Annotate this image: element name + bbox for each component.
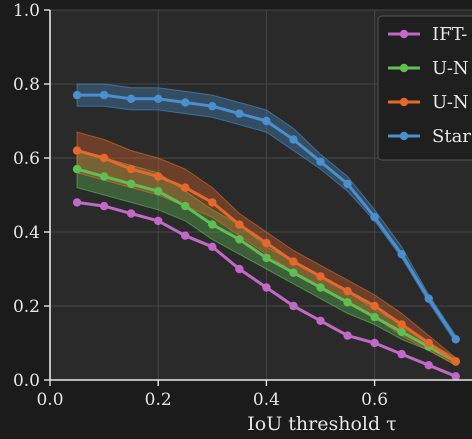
- series-2-point: [126, 164, 136, 174]
- axes: [44, 9, 472, 386]
- series-2-point: [72, 146, 82, 155]
- series-3-point: [370, 213, 379, 222]
- series-1-point: [397, 327, 406, 337]
- series-3-point: [343, 179, 352, 189]
- series-3-point: [289, 135, 298, 144]
- legend-swatch-marker: [399, 63, 409, 73]
- legend-swatch-marker: [399, 29, 409, 39]
- series-3-point: [316, 157, 325, 166]
- series-2-point: [262, 238, 271, 248]
- series-2-point: [235, 220, 244, 229]
- series-3-point: [262, 116, 271, 126]
- series-1-point: [72, 164, 82, 174]
- legend: IFT- U-N U-N Star: [377, 15, 472, 161]
- y-tick-label: 0.6: [13, 149, 40, 169]
- series-2-point: [154, 172, 163, 181]
- series-2-point: [99, 153, 109, 163]
- series-0-point: [181, 231, 190, 240]
- series-1-point: [126, 179, 136, 189]
- series-1-point: [343, 298, 352, 307]
- series-2-point: [208, 198, 217, 207]
- legend-label: U-N: [432, 92, 469, 113]
- series-3-point: [154, 94, 163, 104]
- series-0-point: [262, 283, 271, 292]
- series-0-point: [451, 372, 460, 381]
- series-0-point: [397, 349, 406, 359]
- y-tick-label: 0.2: [13, 297, 40, 317]
- series-2-point: [397, 320, 406, 329]
- series-2-point: [343, 287, 352, 296]
- y-tick-label: 1.0: [13, 1, 40, 21]
- series-1-point: [181, 201, 190, 211]
- y-tick-label: 0.0: [13, 371, 40, 391]
- legend-box: [377, 15, 472, 161]
- legend-swatch-marker: [399, 97, 409, 107]
- series-0-point: [126, 209, 136, 218]
- series-1-point: [262, 253, 271, 263]
- legend-label: U-N: [432, 58, 469, 79]
- x-tick-label: 0.6: [361, 390, 388, 410]
- x-tick-label: 0.0: [36, 390, 63, 410]
- series-0-point: [370, 338, 379, 348]
- series-0-point: [72, 198, 82, 207]
- series-0-point: [154, 216, 163, 226]
- x-tick-label: 0.4: [253, 390, 280, 410]
- series-0-point: [208, 242, 217, 251]
- legend-label: IFT-: [432, 24, 467, 45]
- series-3-point: [451, 335, 460, 344]
- series-1-point: [208, 220, 217, 229]
- series-3-point: [99, 90, 109, 100]
- series-0-point: [289, 301, 298, 311]
- legend-label: Star: [432, 126, 471, 147]
- series-1-point: [289, 268, 298, 277]
- x-axis-label: IoU threshold τ: [247, 413, 396, 435]
- y-tick-label: 0.8: [13, 75, 40, 95]
- series-1-point: [99, 172, 109, 181]
- series-2-point: [316, 272, 325, 281]
- y-tick-label: 0.4: [13, 223, 40, 243]
- series-2-point: [424, 338, 433, 348]
- series-3-point: [208, 102, 217, 111]
- series-2-point: [289, 257, 298, 266]
- series-0-point: [424, 361, 433, 370]
- series-2-point: [370, 301, 379, 311]
- series-3-point: [126, 94, 136, 104]
- series-3-point: [397, 250, 406, 259]
- series-0-point: [343, 331, 352, 340]
- series-1-point: [235, 235, 244, 244]
- series-3-point: [181, 98, 190, 107]
- series-3-point: [72, 90, 82, 100]
- series-1-point: [370, 312, 379, 322]
- series-1-point: [316, 283, 325, 292]
- series-0-point: [235, 264, 244, 274]
- series-1-point: [154, 187, 163, 196]
- tick-labels: 0.0 0.2 0.4 0.6 0.8 1.0 0.0 0.2 0.4 0.6: [13, 1, 388, 410]
- x-tick-label: 0.2: [145, 390, 172, 410]
- series-2-point: [451, 357, 460, 366]
- series-2-point: [181, 183, 190, 192]
- series-points: [72, 90, 460, 381]
- legend-swatch-marker: [399, 131, 409, 141]
- series-3-point: [235, 109, 244, 118]
- series-3-point: [424, 294, 433, 303]
- series-0-point: [316, 316, 325, 325]
- series-0-point: [99, 201, 109, 211]
